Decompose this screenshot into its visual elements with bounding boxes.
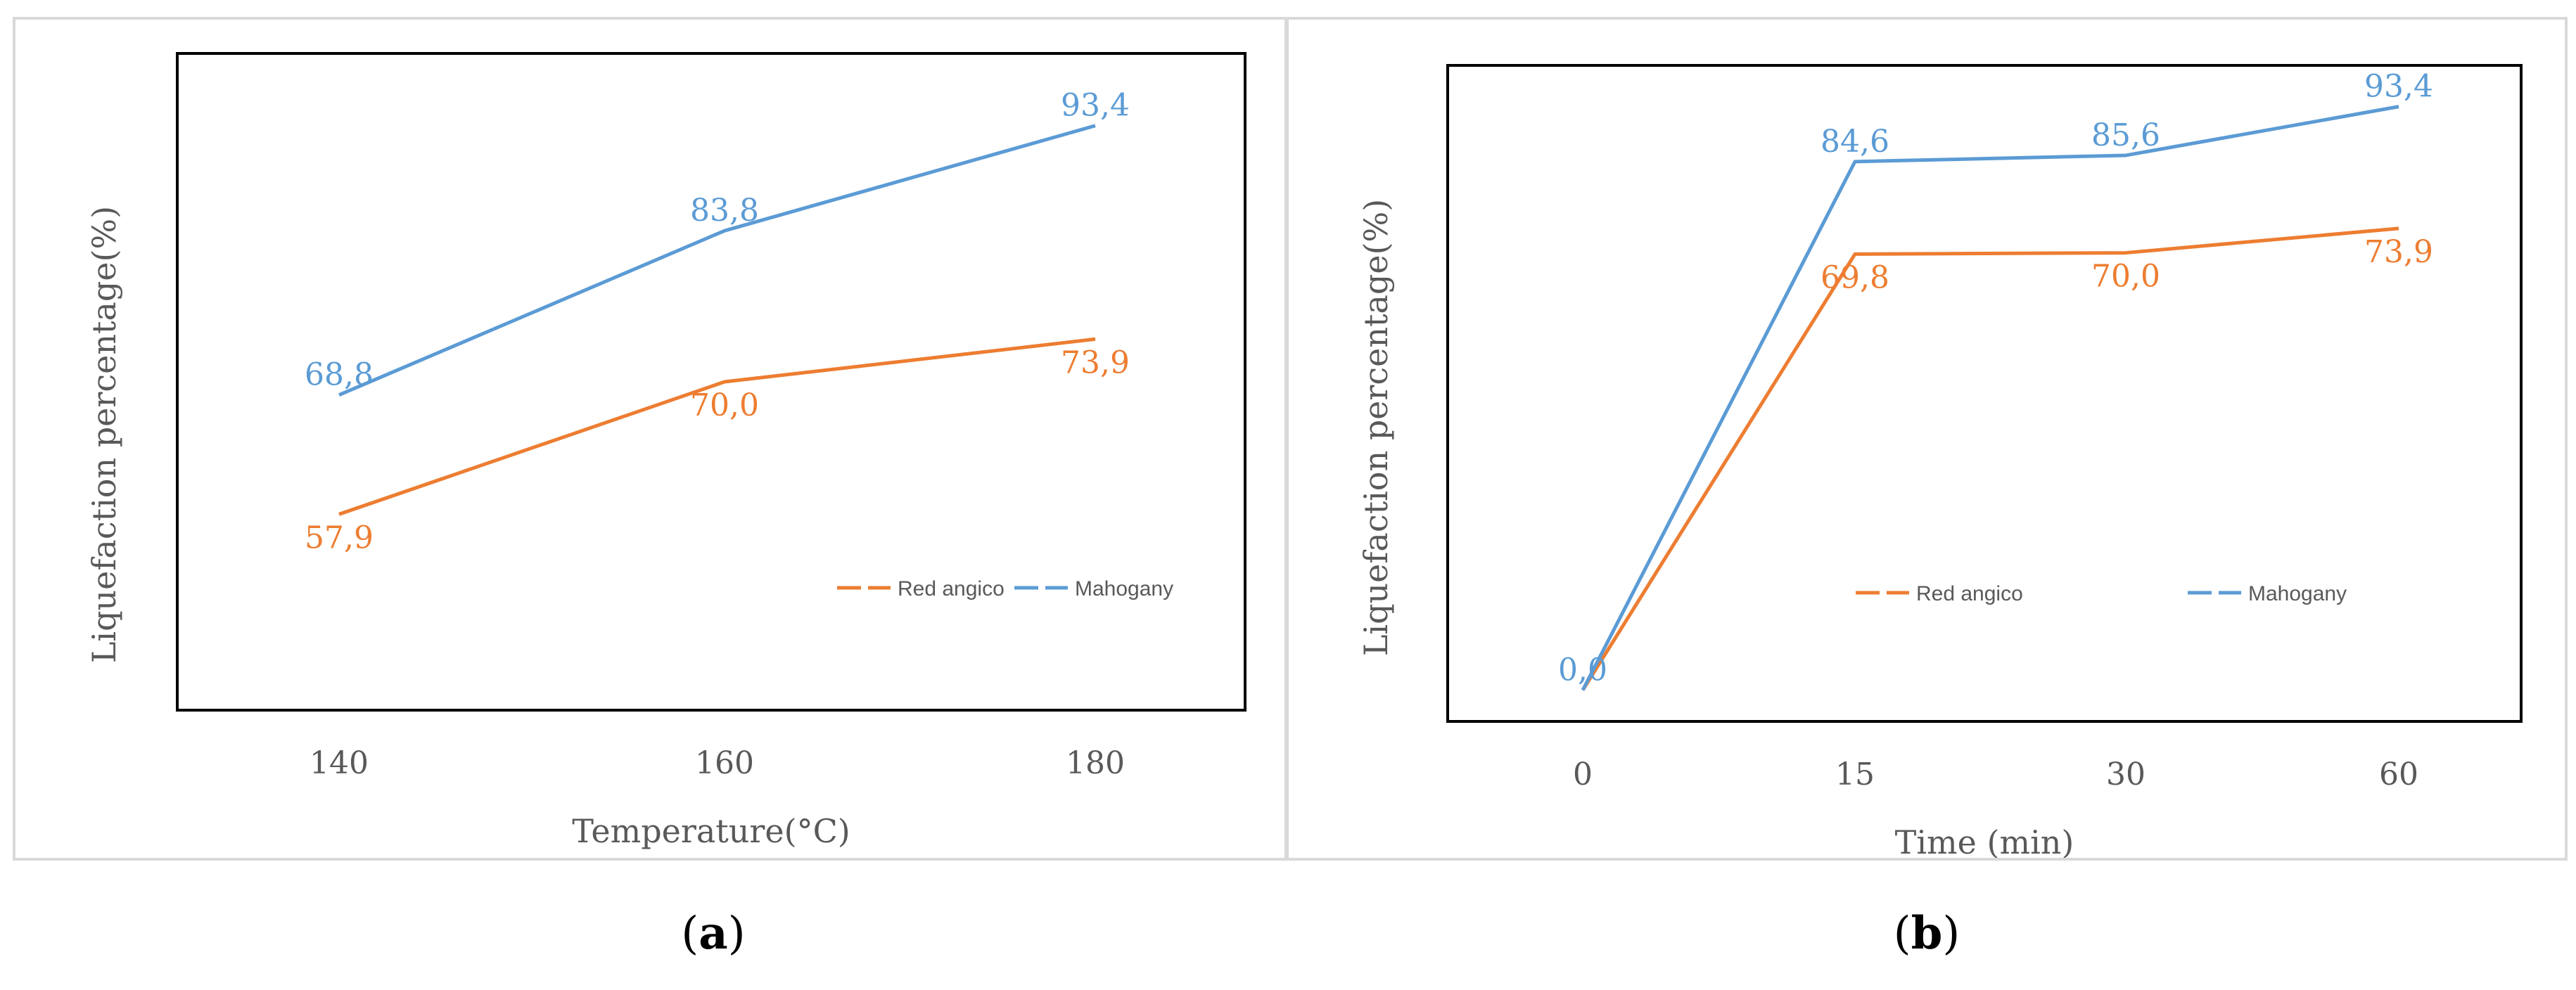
plot-area-border-b [1446, 64, 2523, 723]
data-label-red-angico-a: 70,0 [690, 387, 759, 423]
plot-area-border-a [176, 52, 1246, 712]
x-tick-label-b: 30 [2106, 757, 2145, 792]
x-axis-title-a: Temperature(°C) [572, 812, 850, 850]
chart-b-svg: 0 15 30 60 Time (min) Liquefaction percentage… [1357, 64, 2523, 858]
caption-b: (b) [1893, 907, 1960, 960]
x-tick-label-b: 60 [2379, 757, 2418, 792]
data-label-red-angico-b: 69,8 [1821, 259, 1889, 295]
legend-label-red-angico-b: Red angico [1916, 582, 2023, 605]
legend-label-red-angico-a: Red angico [898, 577, 1005, 600]
data-label-mahogany-b: 84,6 [1821, 124, 1889, 160]
x-axis-title-b: Time (min) [1895, 823, 2074, 858]
series-line-red-angico-b [1581, 226, 2399, 691]
data-label-red-angico-b: 73,9 [2364, 234, 2433, 270]
chart-panel-a: 140 160 180 Temperature(°C) Liquefaction per… [13, 17, 1287, 861]
series-line-mahogany-a [338, 124, 1096, 397]
data-label-mahogany-b: 0,0 [1558, 652, 1607, 688]
data-label-red-angico-b: 70,0 [2091, 259, 2160, 295]
x-tick-label-b: 0 [1573, 757, 1593, 792]
x-tick-label-a: 180 [1066, 745, 1125, 781]
data-label-mahogany-b: 93,4 [2364, 69, 2433, 105]
data-label-red-angico-a: 73,9 [1061, 345, 1130, 380]
x-tick-label-a: 140 [310, 745, 369, 781]
y-axis-title-b: Liquefaction percentage(%) [1357, 199, 1395, 656]
data-label-mahogany-b: 85,6 [2091, 117, 2160, 153]
chart-a-svg: 140 160 180 Temperature(°C) Liquefaction per… [85, 52, 1246, 850]
data-label-red-angico-a: 57,9 [305, 520, 374, 555]
x-tick-label-b: 15 [1835, 757, 1875, 792]
caption-a: (a) [681, 907, 746, 960]
data-label-mahogany-a: 83,8 [690, 193, 759, 229]
y-axis-title-a: Liquefaction percentage(%) [85, 206, 123, 663]
x-tick-label-a: 160 [695, 745, 754, 781]
series-line-red-angico-a [338, 337, 1096, 516]
legend-label-mahogany-a: Mahogany [1075, 577, 1173, 600]
data-label-mahogany-a: 93,4 [1061, 88, 1130, 124]
legend-label-mahogany-b: Mahogany [2248, 582, 2347, 605]
data-label-mahogany-a: 68,8 [305, 357, 374, 393]
series-line-mahogany-b [1581, 105, 2399, 691]
chart-panel-b: 0 15 30 60 Time (min) Liquefaction percentage… [1286, 17, 2568, 861]
